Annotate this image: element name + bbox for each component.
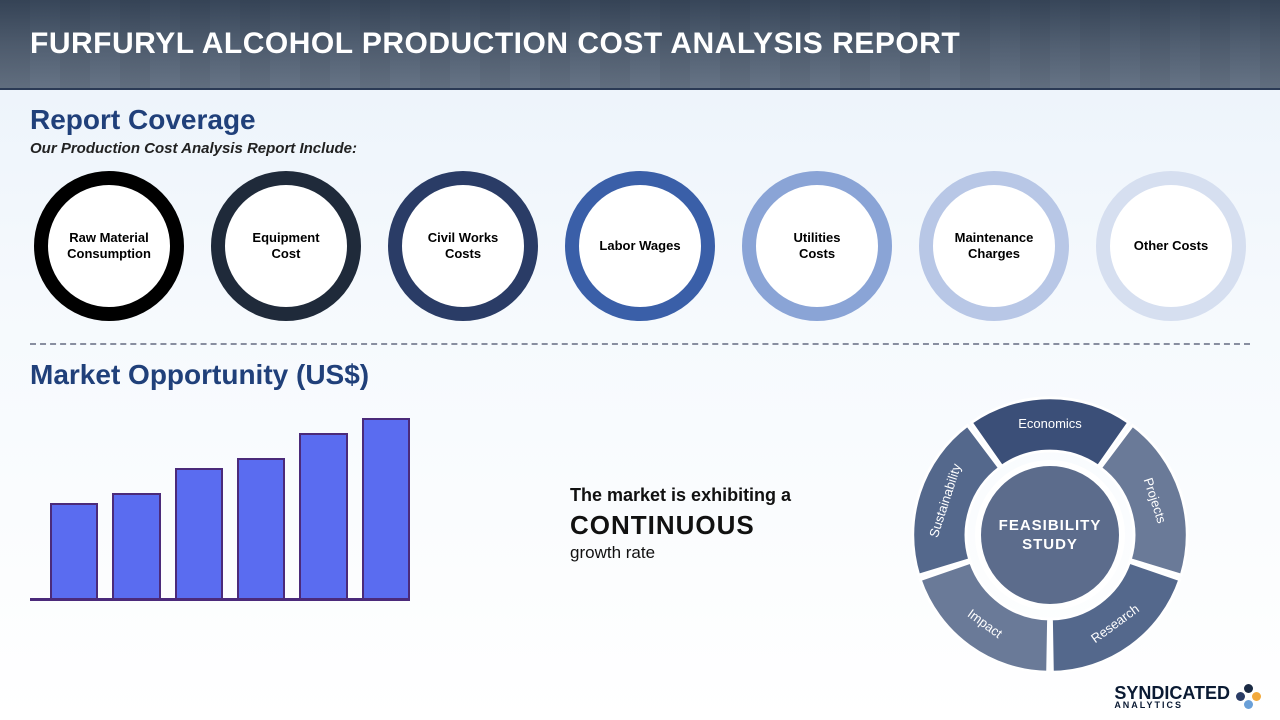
- growth-line1: The market is exhibiting a: [570, 485, 890, 506]
- bar: [362, 418, 410, 598]
- growth-line3: growth rate: [570, 543, 890, 563]
- coverage-circles: Raw Material ConsumptionEquipment CostCi…: [30, 171, 1250, 321]
- logo-mark-icon: [1236, 684, 1262, 710]
- coverage-subtitle: Our Production Cost Analysis Report Incl…: [30, 140, 1250, 157]
- bar: [237, 458, 285, 598]
- bar: [299, 433, 347, 598]
- wheel-center: FEASIBILITY STUDY: [975, 460, 1125, 610]
- lower-row: The market is exhibiting a CONTINUOUS gr…: [30, 395, 1250, 675]
- coverage-circle: Utilities Costs: [742, 171, 892, 321]
- wheel-column: FEASIBILITY STUDY EconomicsProjectsResea…: [910, 395, 1250, 675]
- coverage-circle: Equipment Cost: [211, 171, 361, 321]
- growth-big: CONTINUOUS: [570, 510, 890, 541]
- chart-column: [30, 395, 550, 611]
- coverage-title: Report Coverage: [30, 104, 1250, 136]
- title-banner: FURFURYL ALCOHOL PRODUCTION COST ANALYSI…: [0, 0, 1280, 90]
- divider: [30, 343, 1250, 345]
- bar: [112, 493, 160, 598]
- growth-text: The market is exhibiting a CONTINUOUS gr…: [570, 395, 890, 563]
- page-title: FURFURYL ALCOHOL PRODUCTION COST ANALYSI…: [30, 27, 960, 61]
- coverage-circle: Civil Works Costs: [388, 171, 538, 321]
- coverage-circle: Labor Wages: [565, 171, 715, 321]
- coverage-circle: Other Costs: [1096, 171, 1246, 321]
- coverage-circle: Raw Material Consumption: [34, 171, 184, 321]
- bar: [175, 468, 223, 598]
- bar-chart: [30, 411, 410, 611]
- bar: [50, 503, 98, 598]
- feasibility-wheel: FEASIBILITY STUDY EconomicsProjectsResea…: [910, 395, 1190, 675]
- wheel-segment-label: Economics: [1010, 416, 1090, 431]
- brand-logo: SYNDICATED ANALYTICS: [1114, 683, 1262, 710]
- coverage-circle: Maintenance Charges: [919, 171, 1069, 321]
- content: Report Coverage Our Production Cost Anal…: [0, 90, 1280, 675]
- opportunity-title: Market Opportunity (US$): [30, 359, 1250, 391]
